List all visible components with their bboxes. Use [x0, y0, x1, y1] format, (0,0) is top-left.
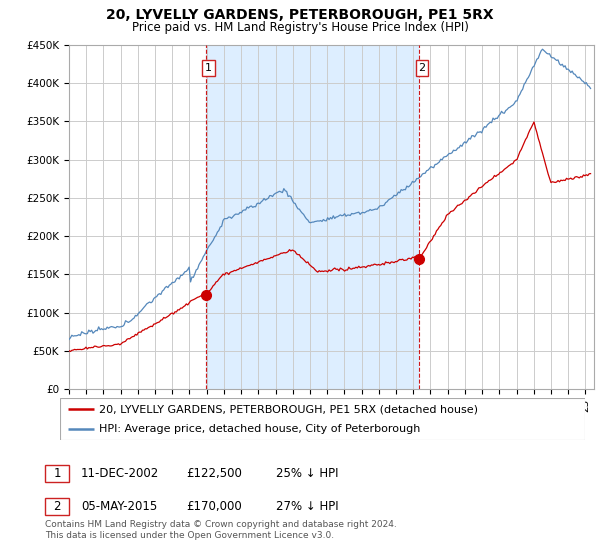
- Text: 25% ↓ HPI: 25% ↓ HPI: [276, 466, 338, 480]
- Text: This data is licensed under the Open Government Licence v3.0.: This data is licensed under the Open Gov…: [45, 531, 334, 540]
- Text: Contains HM Land Registry data © Crown copyright and database right 2024.: Contains HM Land Registry data © Crown c…: [45, 520, 397, 529]
- Text: 20, LYVELLY GARDENS, PETERBOROUGH, PE1 5RX: 20, LYVELLY GARDENS, PETERBOROUGH, PE1 5…: [106, 8, 494, 22]
- Text: 05-MAY-2015: 05-MAY-2015: [81, 500, 157, 514]
- Text: £122,500: £122,500: [186, 466, 242, 480]
- Text: 1: 1: [205, 63, 212, 73]
- Text: 2: 2: [418, 63, 425, 73]
- Text: 2: 2: [53, 500, 61, 514]
- Text: 1: 1: [53, 466, 61, 480]
- Text: 20, LYVELLY GARDENS, PETERBOROUGH, PE1 5RX (detached house): 20, LYVELLY GARDENS, PETERBOROUGH, PE1 5…: [100, 404, 478, 414]
- Text: £170,000: £170,000: [186, 500, 242, 514]
- Text: Price paid vs. HM Land Registry's House Price Index (HPI): Price paid vs. HM Land Registry's House …: [131, 21, 469, 34]
- Text: 27% ↓ HPI: 27% ↓ HPI: [276, 500, 338, 514]
- Text: 11-DEC-2002: 11-DEC-2002: [81, 466, 159, 480]
- Text: HPI: Average price, detached house, City of Peterborough: HPI: Average price, detached house, City…: [100, 424, 421, 434]
